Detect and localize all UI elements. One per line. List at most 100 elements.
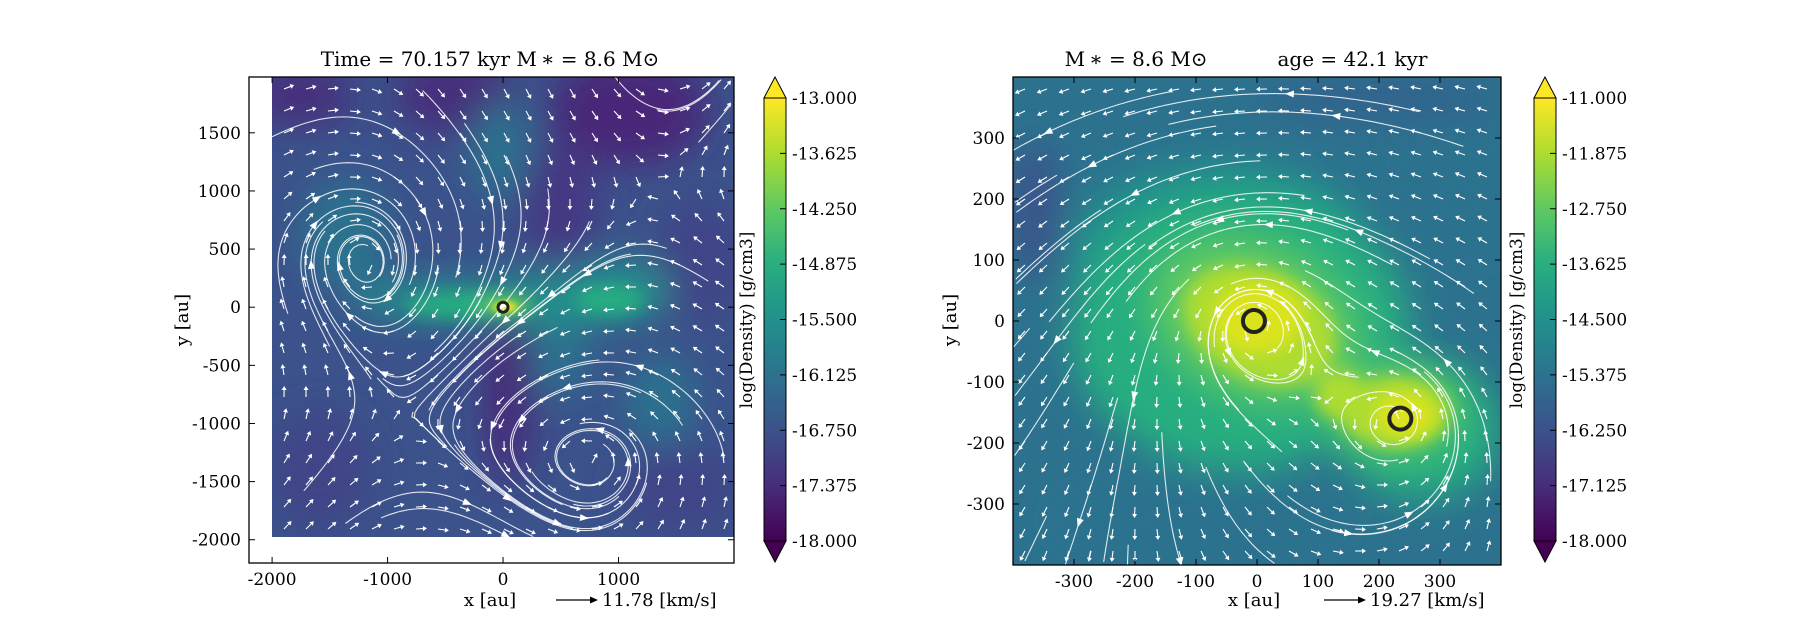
velocity-arrow (1436, 304, 1444, 310)
streamline-arrowhead (1224, 347, 1231, 358)
velocity-arrow (1216, 220, 1224, 224)
velocity-arrowhead (1224, 467, 1229, 473)
velocity-arrow (1128, 154, 1136, 159)
velocity-arrowhead (1413, 388, 1419, 394)
velocity-arrowhead (1040, 334, 1045, 340)
velocity-arrow (393, 198, 400, 205)
y-tick-label: -2000 (192, 531, 241, 551)
velocity-arrowhead (1410, 194, 1416, 199)
velocity-arrow (1021, 550, 1026, 558)
velocity-arrowhead (507, 487, 513, 493)
velocity-arrow (476, 374, 483, 381)
velocity-arrowhead (715, 235, 721, 241)
velocity-arrowhead (1148, 245, 1153, 250)
velocity-arrowhead (670, 259, 675, 265)
streamline-arrowhead (1284, 90, 1294, 98)
velocity-arrow (459, 440, 464, 448)
velocity-arrow (1326, 175, 1334, 178)
velocity-arrowhead (1476, 84, 1481, 90)
velocity-arrowhead (605, 434, 610, 439)
velocity-arrowhead (1256, 108, 1260, 114)
velocity-arrowhead (440, 136, 446, 142)
velocity-arrow (1414, 152, 1422, 156)
velocity-arrowhead (1479, 345, 1484, 350)
velocity-arrowhead (1344, 371, 1349, 377)
velocity-arrow (701, 522, 705, 530)
colorbar-tick-label: -13.625 (1562, 255, 1627, 275)
velocity-arrowhead (1455, 215, 1460, 221)
velocity-arrowhead (281, 386, 287, 390)
velocity-arrowhead (1212, 175, 1217, 181)
velocity-arrow (1480, 195, 1488, 200)
velocity-arrowhead (1367, 281, 1373, 286)
velocity-arrow (305, 130, 313, 134)
velocity-arrowhead (553, 507, 558, 513)
velocity-arrowhead (702, 518, 707, 524)
velocity-arrowhead (1190, 131, 1195, 137)
velocity-arrow (1133, 440, 1136, 449)
velocity-arrow (1062, 88, 1070, 92)
velocity-arrowhead (1234, 175, 1239, 181)
velocity-arrowhead (1038, 223, 1043, 228)
velocity-arrow (1041, 286, 1048, 293)
velocity-arrow (1420, 479, 1427, 486)
velocity-arrowhead (505, 467, 510, 473)
velocity-arrow (1215, 110, 1224, 113)
velocity-arrowhead (1060, 245, 1066, 250)
velocity-arrowhead (1477, 237, 1483, 242)
velocity-arrow (1244, 528, 1250, 535)
velocity-arrow (481, 528, 489, 533)
velocity-arrow (1395, 412, 1400, 420)
velocity-arrowhead (1272, 348, 1278, 354)
velocity-arrowhead (1085, 380, 1091, 385)
velocity-arrowhead (1178, 535, 1184, 540)
velocity-arrowhead (560, 310, 565, 315)
velocity-arrow (1327, 325, 1334, 332)
velocity-arrowhead (1154, 426, 1160, 430)
velocity-streamline (1014, 174, 1058, 203)
velocity-arrowhead (582, 266, 588, 272)
velocity-arrowhead (1130, 358, 1135, 364)
velocity-arrowhead (584, 246, 589, 251)
y-tick-label: -300 (967, 495, 1005, 515)
velocity-arrow (1222, 528, 1228, 536)
streamline-arrowhead (1130, 188, 1140, 196)
streamline-arrowhead (462, 498, 472, 505)
right-axis-ticks: -300 -200 -100 0 100 200 3003002001000-100-200… (967, 77, 1501, 592)
velocity-arrow (564, 440, 571, 447)
velocity-arrowhead (625, 241, 630, 247)
velocity-arrow (1237, 220, 1246, 223)
velocity-arrowhead (538, 353, 543, 359)
velocity-arrowhead (487, 529, 492, 535)
velocity-arrowhead (1357, 444, 1363, 450)
velocity-arrow (1084, 220, 1092, 226)
velocity-arrow (1173, 264, 1180, 270)
velocity-arrow (1200, 484, 1204, 492)
velocity-arrowhead (431, 401, 436, 406)
velocity-arrowhead (1190, 154, 1195, 159)
velocity-arrowhead (1247, 554, 1253, 560)
colorbar-tick-label: -16.250 (1562, 421, 1627, 441)
velocity-arrow (1237, 242, 1246, 245)
velocity-arrowhead (1383, 525, 1388, 531)
velocity-arrow (1438, 390, 1444, 398)
velocity-arrow (1106, 220, 1114, 226)
velocity-arrow (1458, 260, 1466, 266)
velocity-arrowhead (570, 468, 576, 473)
velocity-arrowhead (625, 327, 630, 333)
velocity-arrowhead (1389, 303, 1395, 308)
velocity-arrow (1327, 347, 1334, 354)
velocity-arrow (1222, 462, 1227, 470)
velocity-arrow (1200, 506, 1205, 514)
velocity-arrowhead (1124, 132, 1130, 138)
velocity-arrowhead (1108, 425, 1114, 430)
velocity-arrowhead (1454, 128, 1460, 134)
velocity-arrow (1480, 86, 1488, 90)
velocity-arrowhead (1041, 467, 1046, 473)
velocity-arrow (520, 396, 527, 402)
velocity-arrowhead (1411, 346, 1417, 352)
velocity-arrow (1460, 369, 1466, 376)
velocity-arrowhead (463, 465, 469, 470)
velocity-arrow (1065, 440, 1070, 448)
